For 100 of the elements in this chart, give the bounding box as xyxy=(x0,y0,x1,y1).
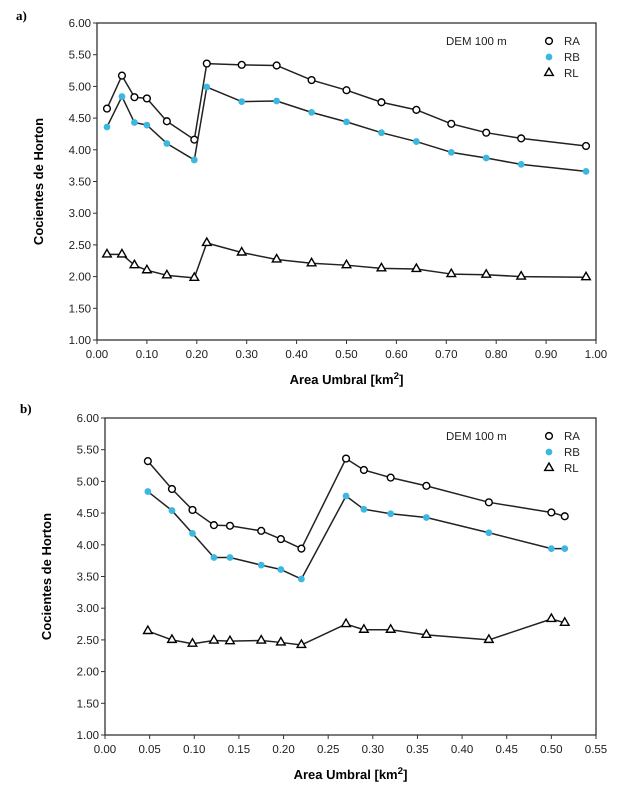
x-axis-title: Area Umbral [km$^{2}$] xyxy=(290,370,404,387)
point xyxy=(422,482,430,490)
point xyxy=(272,61,281,70)
x-tick-label: 0.55 xyxy=(584,744,608,756)
x-tick-label: 0.35 xyxy=(406,744,429,756)
y-tick-label: 2.00 xyxy=(68,272,91,284)
point xyxy=(298,576,305,582)
x-tick-label: 0.20 xyxy=(272,744,295,756)
x-tick-label: 0.50 xyxy=(335,349,358,361)
point xyxy=(202,60,211,68)
legend-label: RB xyxy=(564,52,580,64)
x-tick-label: 0.05 xyxy=(138,744,161,756)
point xyxy=(272,254,282,263)
chart-title: b) xyxy=(20,401,32,416)
y-tick-label: 3.50 xyxy=(68,176,91,188)
point xyxy=(142,94,151,103)
x-tick-label: 0.60 xyxy=(385,349,408,361)
point xyxy=(412,106,420,114)
point xyxy=(484,498,493,506)
point xyxy=(189,272,200,282)
point xyxy=(517,134,526,142)
point xyxy=(210,554,218,561)
x-tick-label: 0.70 xyxy=(435,349,458,361)
point xyxy=(276,535,285,544)
point xyxy=(296,639,306,648)
point xyxy=(238,98,246,105)
x-tick-label: 0.15 xyxy=(228,744,250,756)
y-tick-label: 2.50 xyxy=(68,240,91,252)
x-tick-label: 0.30 xyxy=(236,349,258,361)
x-tick-label: 0.00 xyxy=(86,349,108,361)
point xyxy=(168,484,176,494)
point xyxy=(518,161,525,168)
point xyxy=(166,634,177,644)
point xyxy=(142,625,153,634)
point xyxy=(188,506,197,514)
x-tick-label: 0.90 xyxy=(534,349,558,361)
point xyxy=(387,510,394,518)
point xyxy=(190,156,198,164)
point xyxy=(342,86,351,94)
point xyxy=(202,237,212,246)
point xyxy=(341,618,352,628)
y-tick-label: 1.00 xyxy=(76,730,99,742)
chart-title: a) xyxy=(16,8,27,23)
point xyxy=(162,117,171,126)
point xyxy=(546,613,556,622)
point xyxy=(481,269,492,278)
point xyxy=(144,457,152,466)
x-tick-label: 0.25 xyxy=(316,744,340,756)
y-tick-label: 4.00 xyxy=(68,144,91,157)
point xyxy=(412,138,420,145)
y-tick-label: 5.00 xyxy=(76,476,99,488)
point xyxy=(485,529,492,536)
point xyxy=(582,168,590,175)
point xyxy=(236,246,247,256)
legend-label: RB xyxy=(564,447,580,459)
point xyxy=(208,634,219,644)
legend-title: DEM 100 m xyxy=(446,36,507,48)
point xyxy=(560,617,570,626)
point xyxy=(102,248,112,258)
point xyxy=(238,60,246,69)
legend-label: RA xyxy=(564,431,580,443)
point xyxy=(386,474,395,482)
x-tick-label: 0.00 xyxy=(94,744,116,756)
y-tick-label: 1.50 xyxy=(68,303,91,316)
point xyxy=(446,268,456,278)
point xyxy=(547,508,556,517)
x-axis-title: Area Umbral [km$^{2}$] xyxy=(294,766,408,782)
point xyxy=(516,270,526,280)
point xyxy=(104,124,110,130)
point xyxy=(343,118,350,126)
point xyxy=(342,260,352,268)
point xyxy=(306,258,317,266)
point xyxy=(482,154,490,162)
point xyxy=(162,270,172,279)
point xyxy=(307,76,316,84)
point xyxy=(142,264,152,274)
point xyxy=(360,506,368,513)
point xyxy=(277,566,284,573)
point xyxy=(257,526,266,535)
y-tick-label: 2.50 xyxy=(76,634,99,647)
point xyxy=(422,514,430,521)
x-tick-label: 0.10 xyxy=(183,744,206,756)
y-tick-label: 1.00 xyxy=(68,335,91,347)
x-tick-label: 0.50 xyxy=(540,744,563,756)
x-tick-label: 0.20 xyxy=(186,349,208,361)
x-tick-label: 0.30 xyxy=(362,744,384,756)
point xyxy=(144,122,150,128)
legend-label: RL xyxy=(564,68,580,80)
y-tick-label: 4.50 xyxy=(76,508,99,520)
y-tick-label: 3.00 xyxy=(68,208,91,220)
y-tick-label: 5.50 xyxy=(76,444,99,457)
point xyxy=(560,512,569,520)
point xyxy=(582,142,590,150)
legend-label: RA xyxy=(564,36,580,48)
y-tick-label: 2.00 xyxy=(76,666,99,679)
x-tick-label: 0.40 xyxy=(285,349,308,361)
point xyxy=(189,530,196,537)
point xyxy=(378,129,385,136)
point xyxy=(548,545,555,552)
point xyxy=(163,140,170,147)
